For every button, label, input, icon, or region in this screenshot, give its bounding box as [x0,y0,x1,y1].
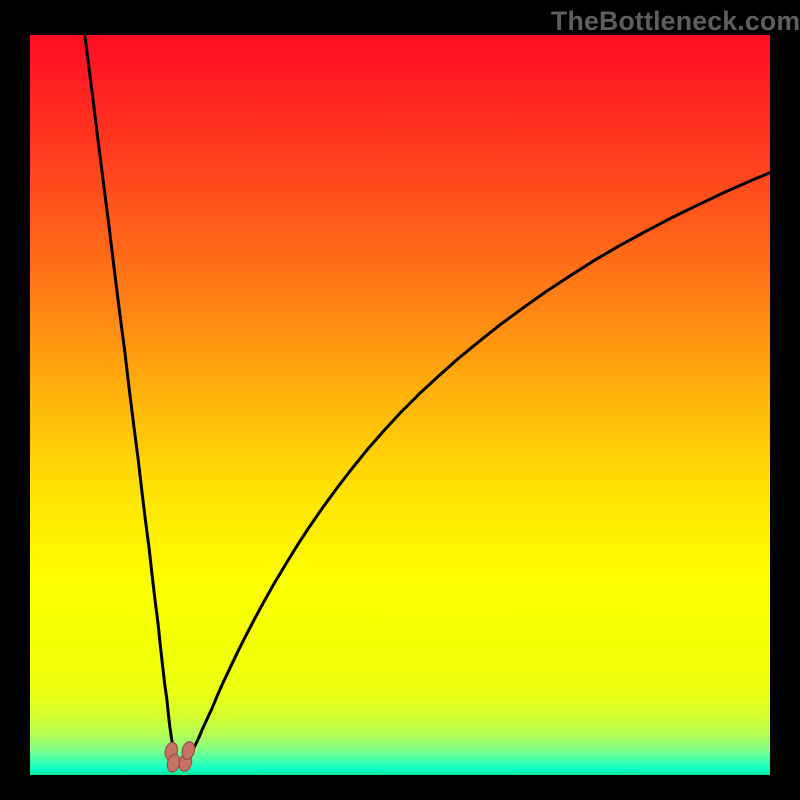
chart-frame: TheBottleneck.com [0,0,800,800]
watermark-text: TheBottleneck.com [551,6,800,37]
gradient-background [30,35,770,775]
chart-svg [0,0,800,800]
